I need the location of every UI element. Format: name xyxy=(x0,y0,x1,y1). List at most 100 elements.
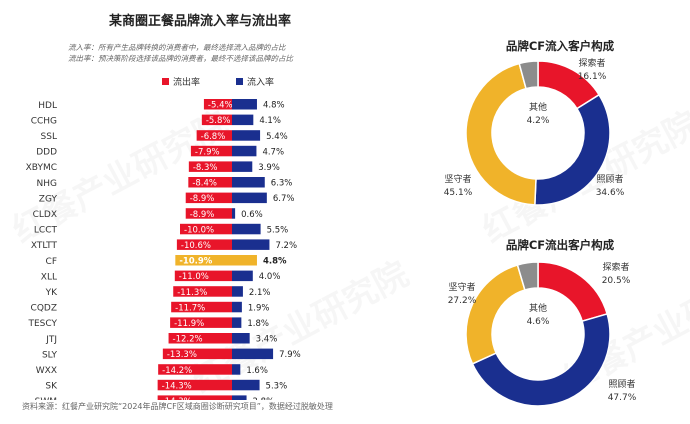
category-label: YK xyxy=(45,288,58,298)
donut-slice xyxy=(516,261,539,291)
slice-value-label: 45.1% xyxy=(444,188,473,198)
outflow-bar xyxy=(185,192,232,204)
outflow-value-label: -10.6% xyxy=(181,241,211,251)
inflow-value-label: 4.8% xyxy=(263,101,285,111)
inflow-bar xyxy=(232,145,257,157)
inflow-bar xyxy=(232,348,274,360)
slice-label: 其他 xyxy=(529,302,547,314)
inflow-bar xyxy=(232,192,267,204)
outflow-value-label: -7.9% xyxy=(195,147,220,157)
outflow-value-label: -13.3% xyxy=(167,350,197,360)
donut-slice xyxy=(537,261,609,323)
inflow-bar xyxy=(232,395,247,400)
inflow-value-label: 4.7% xyxy=(262,147,284,157)
outflow-value-label: -11.0% xyxy=(179,272,209,282)
legend-outflow: 流出率 xyxy=(162,75,200,88)
outflow-bar xyxy=(188,177,232,188)
chart-title: 某商圈正餐品牌流入率与流出率 xyxy=(108,14,291,29)
slice-value-label: 4.2% xyxy=(527,116,550,126)
inflow-value-label: 0.6% xyxy=(241,210,263,220)
inflow-bar xyxy=(232,270,253,282)
outflow-bar xyxy=(158,364,232,375)
category-label: WXX xyxy=(36,366,57,376)
outflow-bar xyxy=(190,145,232,157)
outflow-value-label: -8.9% xyxy=(190,210,215,220)
inflow-bar xyxy=(232,364,241,375)
outflow-bar xyxy=(175,255,232,266)
legend-swatch xyxy=(162,78,169,85)
category-label: XLL xyxy=(41,272,57,282)
outflow-bar xyxy=(203,99,232,110)
slice-label: 其他 xyxy=(529,101,547,113)
outflow-value-label: -11.7% xyxy=(175,303,205,313)
slice-value-label: 47.7% xyxy=(608,393,637,403)
inflow-bar xyxy=(232,161,253,172)
outflow-bar xyxy=(174,270,232,282)
slice-label: 坚守者 xyxy=(448,281,475,293)
inflow-bar xyxy=(232,239,270,250)
donut-slice xyxy=(518,60,539,90)
inflow-value-label: 2.8% xyxy=(253,397,275,400)
category-label: CCHG xyxy=(31,116,57,126)
inflow-bar xyxy=(232,255,257,266)
outflow-bar xyxy=(196,130,232,141)
category-label: SSL xyxy=(41,132,57,142)
inflow-value-label: 1.6% xyxy=(246,366,268,376)
inflow-value-label: 4.0% xyxy=(259,272,281,282)
outflow-value-label: -10.9% xyxy=(179,257,212,267)
inflow-value-label: 5.3% xyxy=(266,381,288,391)
inflow-bar xyxy=(232,301,242,313)
donut-slice xyxy=(465,62,537,206)
slice-value-label: 20.5% xyxy=(602,276,631,286)
slice-value-label: 16.1% xyxy=(578,72,607,82)
category-label: CQDZ xyxy=(31,304,57,314)
category-label: JTJ xyxy=(45,335,57,345)
outflow-note: 流出率：预决策阶段选择该品牌的消费者，最终不选择该品牌的占比 xyxy=(68,54,293,63)
inflow-value-label: 6.3% xyxy=(271,179,293,189)
inflow-value-label: 4.1% xyxy=(259,116,281,126)
inflow-bar xyxy=(232,379,260,391)
outflow-value-label: -14.3% xyxy=(162,381,192,391)
legend-inflow: 流入率 xyxy=(236,75,274,88)
outflow-bar xyxy=(162,348,232,360)
inflow-value-label: 7.9% xyxy=(279,350,301,360)
category-label: XBYMC xyxy=(26,163,57,173)
category-label: HDL xyxy=(38,101,57,111)
inflow-value-label: 4.8% xyxy=(263,257,287,267)
category-label: SK xyxy=(45,382,58,392)
donut-title-outflow: 品牌CF流出客户构成 xyxy=(505,238,615,252)
category-label: NHG xyxy=(37,179,58,189)
slice-value-label: 34.6% xyxy=(596,188,625,198)
donut-slice xyxy=(465,264,526,365)
category-label: XTLTT xyxy=(31,241,58,251)
outflow-bar xyxy=(201,114,232,126)
outflow-value-label: -5.8% xyxy=(206,116,231,126)
category-label: LCCT xyxy=(34,226,58,236)
slice-label: 探索者 xyxy=(602,261,629,273)
outflow-bar xyxy=(171,301,232,313)
inflow-bar xyxy=(232,286,243,297)
legend-label: 流出率 xyxy=(173,78,201,88)
category-label: SWM xyxy=(35,397,57,400)
slice-label: 坚守者 xyxy=(444,173,471,185)
slice-label: 照顾者 xyxy=(608,379,635,390)
slice-value-label: 4.6% xyxy=(527,317,550,327)
donut-title-inflow: 品牌CF流入客户构成 xyxy=(505,39,615,53)
category-label: TESCY xyxy=(27,319,57,329)
slice-label: 照顾者 xyxy=(596,174,623,185)
outflow-value-label: -5.4% xyxy=(208,101,233,111)
outflow-bar xyxy=(157,379,232,391)
outflow-bar xyxy=(185,208,232,219)
slice-value-label: 27.2% xyxy=(448,296,477,306)
inflow-value-label: 7.2% xyxy=(275,241,297,251)
slice-label: 探索者 xyxy=(578,57,605,69)
category-label: CF xyxy=(46,257,57,267)
outflow-bar xyxy=(176,239,232,250)
outflow-value-label: -12.2% xyxy=(173,335,203,345)
category-label: CLDX xyxy=(33,210,57,220)
donut-slice xyxy=(471,312,611,407)
outflow-value-label: -6.8% xyxy=(201,132,226,142)
inflow-value-label: 2.1% xyxy=(249,288,271,298)
inflow-bar xyxy=(232,223,261,235)
inflow-value-label: 3.9% xyxy=(258,163,280,173)
